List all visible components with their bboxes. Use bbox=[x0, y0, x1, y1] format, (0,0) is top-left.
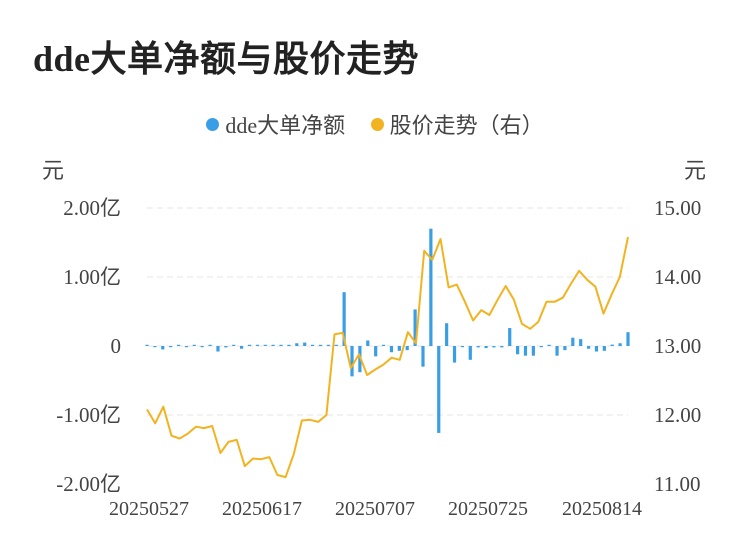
dde-bar[interactable] bbox=[318, 344, 323, 346]
x-tick-label: 20250707 bbox=[335, 498, 415, 520]
dde-bar[interactable] bbox=[610, 344, 614, 346]
left-tick-label: -2.00亿 bbox=[56, 472, 121, 496]
dde-bar[interactable] bbox=[516, 346, 520, 355]
dde-bar[interactable] bbox=[445, 323, 449, 346]
left-axis-unit: 元 bbox=[42, 158, 64, 183]
x-tick-label: 20250617 bbox=[222, 498, 302, 520]
dde-bar[interactable] bbox=[161, 346, 165, 350]
dde-bar[interactable] bbox=[342, 292, 346, 346]
dde-bar[interactable] bbox=[303, 342, 307, 346]
right-tick-label: 14.00 bbox=[654, 265, 701, 289]
dde-bar[interactable] bbox=[232, 344, 236, 346]
dde-bar[interactable] bbox=[224, 346, 228, 348]
dde-bar[interactable] bbox=[216, 346, 220, 352]
dde-bar[interactable] bbox=[602, 346, 606, 351]
dde-bar[interactable] bbox=[184, 346, 189, 348]
dde-bar[interactable] bbox=[468, 346, 472, 360]
legend-dot-price bbox=[370, 117, 384, 131]
right-tick-label: 12.00 bbox=[654, 403, 701, 427]
legend-item-dde[interactable]: dde大单净额 bbox=[206, 108, 345, 140]
legend-dot-dde bbox=[206, 117, 220, 131]
dde-bar[interactable] bbox=[452, 346, 457, 363]
dde-bar[interactable] bbox=[539, 346, 543, 348]
legend-item-price[interactable]: 股价走势（右） bbox=[370, 108, 544, 140]
chart-legend: dde大单净额 股价走势（右） bbox=[0, 108, 750, 140]
dde-bar[interactable] bbox=[279, 344, 283, 346]
dde-bar[interactable] bbox=[208, 344, 212, 346]
price-line[interactable] bbox=[146, 236, 629, 479]
chart-title: dde大单净额与股价走势 bbox=[33, 39, 420, 79]
dde-bars bbox=[145, 228, 630, 433]
dde-bar[interactable] bbox=[255, 344, 259, 346]
dde-bar[interactable] bbox=[334, 344, 338, 346]
left-tick-label: 0 bbox=[111, 334, 122, 358]
dde-bar[interactable] bbox=[192, 344, 196, 346]
dde-bar[interactable] bbox=[389, 346, 394, 353]
dde-bar[interactable] bbox=[374, 346, 378, 357]
dde-bar[interactable] bbox=[310, 344, 315, 346]
dde-bar[interactable] bbox=[579, 339, 583, 346]
dde-bar[interactable] bbox=[145, 344, 149, 346]
dde-bar[interactable] bbox=[594, 346, 599, 352]
dde-bar[interactable] bbox=[484, 346, 488, 349]
dde-bar[interactable] bbox=[271, 344, 275, 346]
dde-bar[interactable] bbox=[500, 346, 504, 348]
price-line-group bbox=[146, 236, 629, 479]
right-tick-label: 13.00 bbox=[654, 334, 701, 358]
dde-bar[interactable] bbox=[429, 228, 433, 346]
dde-bar[interactable] bbox=[200, 346, 204, 348]
dde-bar[interactable] bbox=[547, 344, 551, 346]
dde-bar[interactable] bbox=[508, 328, 512, 346]
right-tick-label: 15.00 bbox=[654, 196, 701, 220]
dde-bar[interactable] bbox=[326, 344, 330, 346]
left-tick-label: -1.00亿 bbox=[56, 403, 121, 427]
dde-bar[interactable] bbox=[405, 346, 409, 351]
dde-bar[interactable] bbox=[523, 346, 528, 356]
dde-bar[interactable] bbox=[476, 346, 480, 348]
dde-bar[interactable] bbox=[421, 346, 425, 367]
dde-bar[interactable] bbox=[460, 346, 465, 348]
dde-bar[interactable] bbox=[531, 346, 535, 356]
dde-bar[interactable] bbox=[571, 337, 575, 346]
dde-bar[interactable] bbox=[413, 309, 417, 346]
dde-bar[interactable] bbox=[492, 346, 496, 348]
x-tick-label: 20250725 bbox=[448, 498, 528, 520]
x-tick-label: 20250527 bbox=[109, 498, 189, 520]
dde-bar[interactable] bbox=[247, 344, 252, 346]
dde-bar[interactable] bbox=[555, 346, 559, 356]
dde-bar[interactable] bbox=[153, 346, 157, 348]
axis-labels: 2.00亿 1.00亿 0 -1.00亿 -2.00亿 15.00 14.00 13.00 12… bbox=[42, 158, 706, 520]
legend-label-dde: dde大单净额 bbox=[225, 113, 346, 138]
grid-lines bbox=[147, 207, 628, 416]
dde-bar[interactable] bbox=[437, 346, 441, 433]
dde-bar[interactable] bbox=[626, 332, 630, 346]
left-tick-label: 1.00亿 bbox=[63, 265, 121, 289]
dde-bar[interactable] bbox=[169, 346, 173, 348]
dde-bar[interactable] bbox=[397, 346, 401, 351]
dde-bar[interactable] bbox=[586, 346, 591, 349]
x-tick-label: 20250814 bbox=[562, 498, 642, 520]
dde-bar[interactable] bbox=[263, 344, 267, 346]
legend-label-price: 股价走势（右） bbox=[389, 113, 544, 138]
dde-bar[interactable] bbox=[295, 343, 299, 346]
dde-bar[interactable] bbox=[176, 344, 181, 346]
dde-bar[interactable] bbox=[350, 346, 354, 377]
dde-bar[interactable] bbox=[618, 343, 622, 346]
dde-bar[interactable] bbox=[287, 344, 291, 346]
dde-bar[interactable] bbox=[563, 346, 567, 351]
right-axis-unit: 元 bbox=[684, 158, 706, 183]
dde-bar[interactable] bbox=[366, 340, 370, 346]
dde-bar[interactable] bbox=[240, 346, 244, 349]
dde-bar[interactable] bbox=[381, 344, 386, 346]
right-tick-label: 11.00 bbox=[654, 472, 700, 496]
left-tick-label: 2.00亿 bbox=[63, 196, 121, 220]
